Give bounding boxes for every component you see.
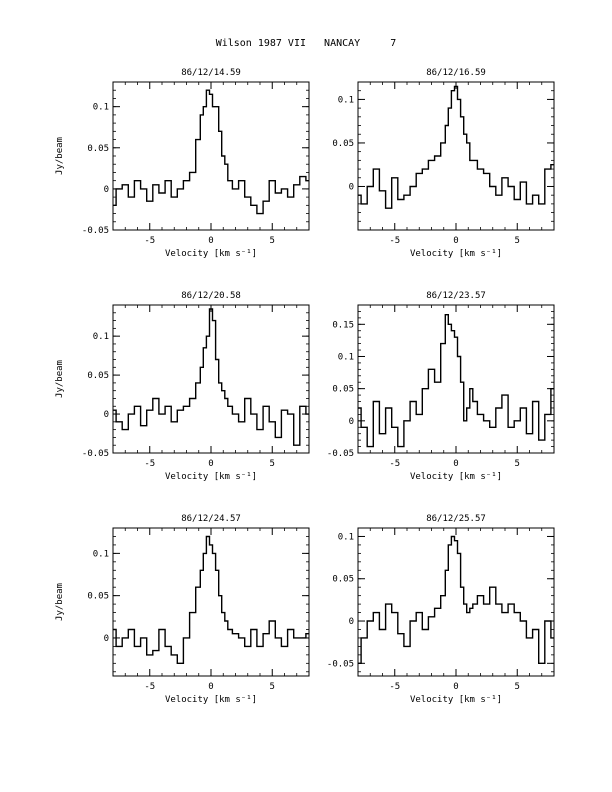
panel-5-x-tick-label: 5 xyxy=(270,682,275,692)
panel-3-spectrum-line xyxy=(113,308,309,446)
panel-5-y-tick-label: 0.1 xyxy=(93,549,109,559)
panel-5-x-tick-label: -5 xyxy=(144,682,155,692)
panel-6-y-tick-label: 0.05 xyxy=(332,575,354,585)
panel-6-x-tick-label: 0 xyxy=(453,682,458,692)
panel-1-frame xyxy=(112,81,310,231)
panel-1-y-tick-label: 0.05 xyxy=(87,144,109,154)
panel-6-y-tick-label: -0.05 xyxy=(327,659,354,669)
panel-5-y-axis-label: Jy/beam xyxy=(55,583,65,621)
panel-3-y-tick-label: 0.1 xyxy=(93,332,109,342)
panel-6-x-axis-label: Velocity [km s⁻¹] xyxy=(410,695,502,705)
panel-2-x-axis-label: Velocity [km s⁻¹] xyxy=(410,249,502,259)
panel-3-x-tick-label: 0 xyxy=(208,459,213,469)
panel-3-x-tick-label: -5 xyxy=(144,459,155,469)
panel-1-y-tick-label: 0.1 xyxy=(93,103,109,113)
panel-3-y-axis-label: Jy/beam xyxy=(55,360,65,398)
panel-1-x-tick-label: 5 xyxy=(270,236,275,246)
panel-4-x-axis-label: Velocity [km s⁻¹] xyxy=(410,472,502,482)
panel-2-x-tick-label: -5 xyxy=(389,236,400,246)
panel-1-title: 86/12/14.59 xyxy=(181,68,241,78)
panel-2-y-tick-label: 0.1 xyxy=(338,95,354,105)
page-title: Wilson 1987 VII NANCAY 7 xyxy=(215,38,397,49)
panel-3-frame xyxy=(112,304,310,454)
panel-1-y-axis-label: Jy/beam xyxy=(55,137,65,175)
panel-3-y-tick-label: -0.05 xyxy=(82,449,109,459)
panel-4-y-tick-label: 0.1 xyxy=(338,352,354,362)
panel-5-y-tick-label: 0.05 xyxy=(87,592,109,602)
panel-6-title: 86/12/25.57 xyxy=(426,514,486,524)
panel-3-title: 86/12/20.58 xyxy=(181,291,241,301)
panel-5-y-tick-label: 0 xyxy=(104,634,109,644)
panel-1-x-axis-label: Velocity [km s⁻¹] xyxy=(165,249,257,259)
panel-5-x-tick-label: 0 xyxy=(208,682,213,692)
panel-6-x-tick-label: -5 xyxy=(389,682,400,692)
panel-2-y-tick-label: 0 xyxy=(349,182,354,192)
panel-3-x-tick-label: 5 xyxy=(270,459,275,469)
panel-3-y-tick-label: 0.05 xyxy=(87,371,109,381)
panel-2-spectrum-line xyxy=(358,85,554,209)
panel-3-y-tick-label: 0 xyxy=(104,410,109,420)
panel-4-y-tick-label: 0 xyxy=(349,417,354,427)
panel-4-x-tick-label: -5 xyxy=(389,459,400,469)
panel-5-spectrum-line xyxy=(113,535,309,664)
panel-1-y-tick-label: -0.05 xyxy=(82,226,109,236)
panel-1-x-tick-label: 0 xyxy=(208,236,213,246)
panel-6-x-tick-label: 5 xyxy=(515,682,520,692)
panel-6-spectrum-line xyxy=(358,535,554,664)
panel-1-spectrum-line xyxy=(113,89,309,215)
panel-4-frame xyxy=(357,304,555,454)
panel-4-title: 86/12/23.57 xyxy=(426,291,486,301)
panel-4-spectrum-line xyxy=(358,314,554,448)
panel-2-title: 86/12/16.59 xyxy=(426,68,486,78)
panel-6-y-tick-label: 0.1 xyxy=(338,532,354,542)
panel-4-x-tick-label: 5 xyxy=(515,459,520,469)
panel-4-y-tick-label: 0.15 xyxy=(332,320,354,330)
panel-6-y-tick-label: 0 xyxy=(349,617,354,627)
panel-6-frame xyxy=(357,527,555,677)
panel-2-x-tick-label: 0 xyxy=(453,236,458,246)
panel-1-x-tick-label: -5 xyxy=(144,236,155,246)
panel-3-x-axis-label: Velocity [km s⁻¹] xyxy=(165,472,257,482)
panel-4-y-tick-label: -0.05 xyxy=(327,449,354,459)
panel-4-x-tick-label: 0 xyxy=(453,459,458,469)
panel-2-y-tick-label: 0.05 xyxy=(332,139,354,149)
panel-5-frame xyxy=(112,527,310,677)
panel-1-y-tick-label: 0 xyxy=(104,185,109,195)
panel-5-title: 86/12/24.57 xyxy=(181,514,241,524)
panel-5-x-axis-label: Velocity [km s⁻¹] xyxy=(165,695,257,705)
panel-2-x-tick-label: 5 xyxy=(515,236,520,246)
panel-4-y-tick-label: 0.05 xyxy=(332,385,354,395)
